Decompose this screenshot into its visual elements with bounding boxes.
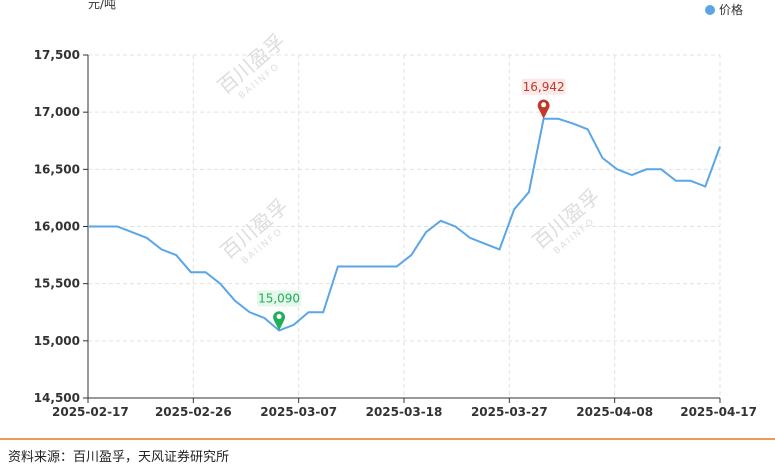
y-tick-label: 16,000 bbox=[34, 220, 80, 234]
x-tick-label: 2025-02-26 bbox=[155, 405, 232, 419]
x-tick-label: 2025-03-27 bbox=[471, 405, 548, 419]
max-pin-icon bbox=[537, 99, 550, 119]
min-marker: 15,090 bbox=[257, 290, 302, 331]
legend-marker bbox=[705, 5, 715, 15]
min-value-label: 15,090 bbox=[258, 292, 300, 306]
y-tick-label: 17,000 bbox=[34, 105, 80, 119]
legend-label: 价格 bbox=[719, 2, 743, 17]
y-axis-unit-label: 元/吨 bbox=[88, 0, 116, 11]
x-tick-label: 2025-03-07 bbox=[260, 405, 337, 419]
x-tick-label: 2025-04-08 bbox=[576, 405, 653, 419]
max-pin-dot bbox=[541, 102, 547, 108]
max-value-label: 16,942 bbox=[523, 80, 565, 94]
min-value-badge bbox=[257, 290, 302, 307]
y-axis-ticks: 17,500 17,000 16,500 16,000 15,500 15,000 14,5… bbox=[34, 48, 88, 405]
price-series-line bbox=[88, 117, 721, 332]
y-tick-label: 15,000 bbox=[34, 334, 80, 348]
x-tick-label: 2025-04-17 bbox=[680, 405, 757, 419]
max-value-badge bbox=[521, 78, 566, 95]
min-pin-dot bbox=[276, 314, 282, 320]
max-marker: 16,942 bbox=[521, 78, 566, 119]
x-tick-label: 2025-03-18 bbox=[366, 405, 443, 419]
y-tick-label: 17,500 bbox=[34, 48, 80, 62]
y-tick-label: 15,500 bbox=[34, 277, 80, 291]
footer-divider bbox=[0, 438, 775, 440]
x-axis-ticks: 2025-02-17 2025-02-26 2025-03-07 2025-03-18… bbox=[52, 398, 757, 419]
y-tick-label: 14,500 bbox=[34, 391, 80, 405]
y-tick-label: 16,500 bbox=[34, 162, 80, 176]
annotation-layer: 15,090 16,942 bbox=[257, 78, 566, 331]
min-pin-icon bbox=[273, 311, 286, 331]
grid-lines bbox=[88, 54, 721, 398]
x-tick-label: 2025-02-17 bbox=[52, 405, 129, 419]
source-note: 资料来源：百川盈孚，天风证券研究所 bbox=[8, 450, 230, 465]
